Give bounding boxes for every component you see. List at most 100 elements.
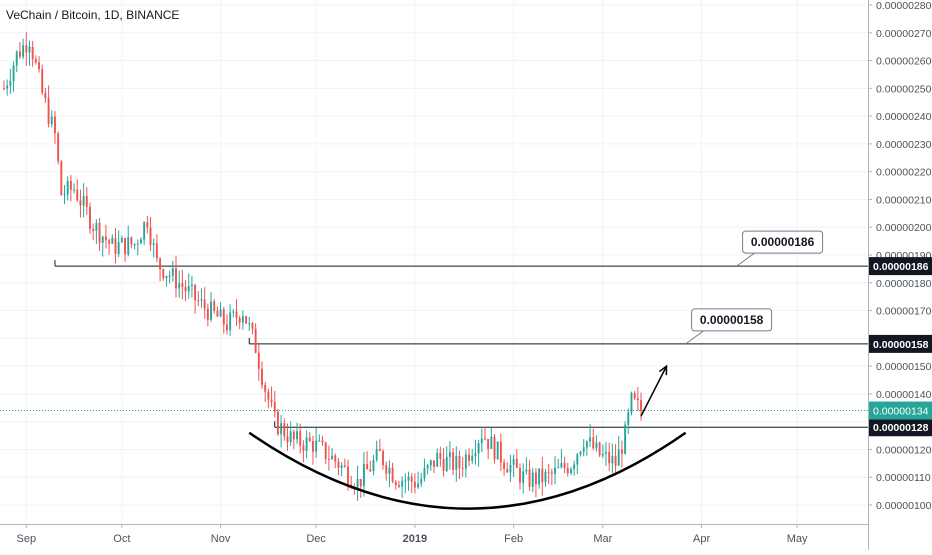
candle: [104, 224, 107, 249]
candle: [15, 50, 18, 73]
candle-body: [149, 227, 152, 245]
candle: [130, 236, 133, 249]
candle-body: [636, 398, 639, 401]
candle: [85, 187, 88, 215]
candle: [31, 40, 34, 67]
candle-body: [445, 456, 448, 471]
callout-box: [691, 308, 773, 332]
callout-label: 0.00000158: [700, 313, 764, 327]
candle: [627, 408, 630, 435]
candle: [254, 323, 257, 354]
candle: [127, 225, 130, 257]
candle-body: [595, 442, 598, 449]
candle-body: [570, 469, 572, 474]
candle: [366, 451, 369, 470]
candle: [165, 275, 168, 287]
price-level-tag: [869, 418, 932, 437]
trend-arrow-line: [640, 365, 668, 417]
candle: [566, 462, 569, 477]
candle: [359, 478, 362, 498]
rounding-bottom-arc: [248, 431, 687, 510]
candle-body: [554, 467, 556, 474]
price-tick-label: 0.00000250: [876, 83, 932, 95]
candle: [356, 465, 359, 501]
candle-body: [18, 51, 21, 57]
candle-body: [611, 456, 614, 464]
candle-body: [531, 472, 534, 487]
candle: [95, 219, 98, 245]
candle-body: [566, 467, 569, 474]
candle-body: [222, 309, 225, 325]
price-tick-label: 0.00000100: [876, 500, 932, 512]
candle-body: [366, 463, 369, 470]
candle-body: [57, 133, 60, 162]
callout-box: [742, 230, 824, 254]
candle-body: [550, 472, 553, 474]
candle-body: [471, 456, 474, 461]
candle: [560, 449, 563, 469]
candle: [308, 432, 311, 443]
candle: [337, 458, 340, 476]
candle: [44, 87, 47, 104]
candle-body: [89, 206, 91, 230]
candle-body: [120, 238, 123, 243]
candle: [458, 450, 461, 480]
candle-body: [598, 442, 601, 456]
candle: [315, 427, 318, 459]
candle: [175, 255, 177, 298]
candle-body: [146, 222, 149, 228]
candle: [124, 237, 126, 262]
candle: [12, 61, 15, 92]
candle: [79, 189, 82, 218]
candle: [283, 418, 286, 441]
candle: [557, 458, 560, 469]
candle: [461, 456, 464, 477]
candle-body: [375, 448, 378, 461]
candle: [394, 479, 397, 490]
candle-body: [194, 284, 197, 301]
candle: [592, 428, 595, 451]
candle: [452, 447, 455, 476]
time-tick-label: Nov: [211, 533, 231, 545]
candle-body: [592, 437, 595, 449]
candle-body: [92, 229, 95, 231]
candle: [423, 458, 426, 482]
candle-body: [22, 45, 25, 57]
drawings: 0.00000186 0.00000158: [248, 230, 824, 510]
candle-body: [410, 476, 413, 482]
candle-body: [576, 454, 579, 465]
candle: [25, 32, 28, 66]
price-tick-label: 0.00000200: [876, 222, 932, 234]
candle-body: [362, 463, 365, 487]
candle: [22, 38, 25, 60]
candle-body: [111, 237, 114, 244]
candle: [544, 468, 547, 487]
candle-body: [289, 431, 292, 443]
candle-body: [229, 312, 232, 331]
price-tick-label: 0.00000220: [876, 167, 932, 179]
candle: [245, 315, 248, 325]
candle-body: [439, 452, 442, 460]
candle: [487, 438, 490, 460]
candle-body: [468, 454, 470, 461]
candle-body: [493, 436, 496, 460]
candle: [318, 434, 321, 442]
candle: [433, 460, 435, 474]
candle-body: [573, 464, 576, 470]
candle-body: [503, 462, 506, 470]
candle: [340, 462, 343, 477]
candle: [168, 270, 171, 284]
candle: [595, 435, 598, 452]
candle-body: [124, 238, 126, 255]
candle-body: [579, 451, 582, 455]
candle: [503, 459, 506, 476]
candle-body: [235, 311, 238, 318]
candle-body: [41, 69, 44, 93]
candle: [289, 421, 292, 447]
candle: [18, 42, 21, 59]
candle-body: [423, 468, 426, 479]
candle-body: [385, 465, 388, 474]
candle: [525, 457, 528, 475]
